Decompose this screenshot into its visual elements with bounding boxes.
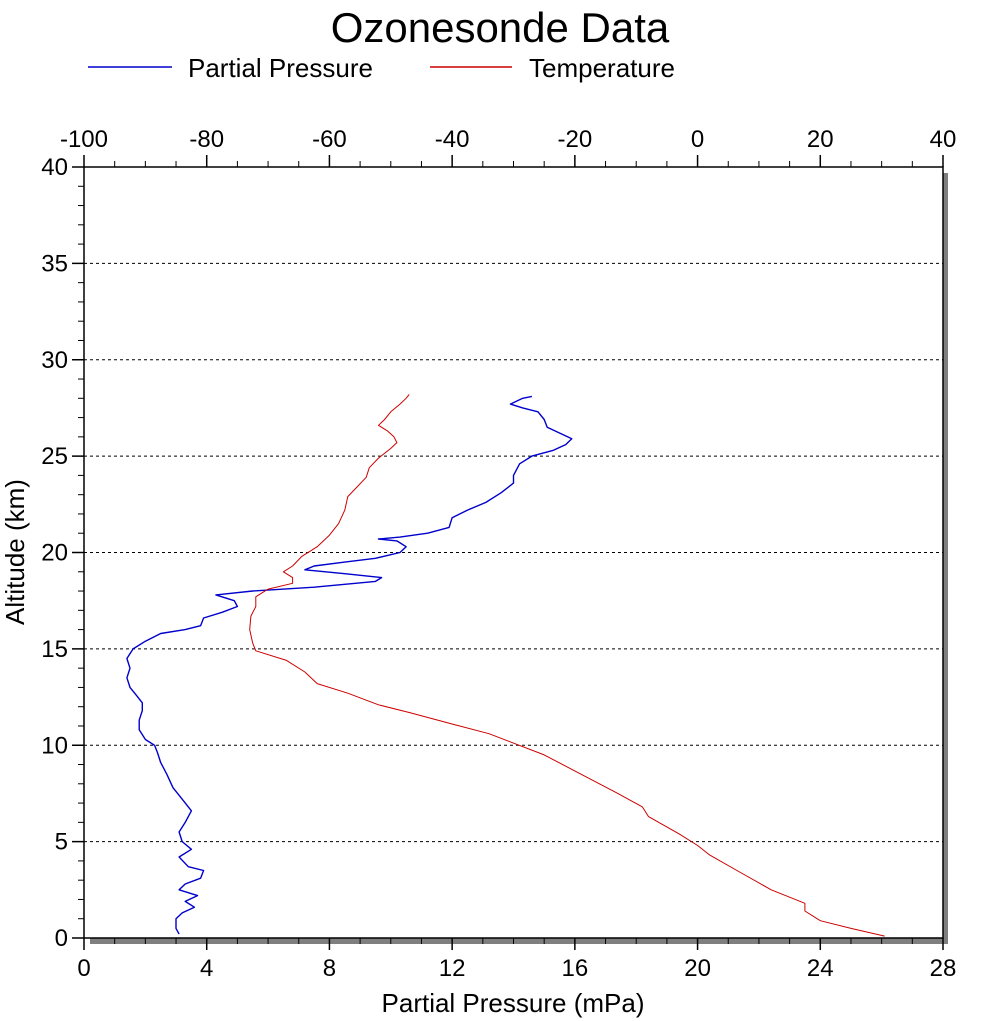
x-bottom-tick-label: 4 bbox=[200, 955, 213, 982]
x-top-tick-label: -100 bbox=[60, 126, 108, 153]
x-top-tick-label: -20 bbox=[558, 126, 593, 153]
y-axis-label: Altitude (km) bbox=[0, 479, 30, 625]
y-tick-label: 10 bbox=[41, 732, 68, 759]
series-line-partial-pressure bbox=[126, 395, 573, 935]
x-top-tick-label: 20 bbox=[807, 126, 834, 153]
x-bottom-tick-label: 16 bbox=[562, 955, 589, 982]
legend: Partial Pressure Temperature bbox=[88, 53, 675, 83]
y-tick-label: 40 bbox=[41, 154, 68, 181]
series-line-temperature bbox=[249, 394, 885, 937]
x-bottom-tick-label: 20 bbox=[684, 955, 711, 982]
x-axis-label: Partial Pressure (mPa) bbox=[382, 988, 645, 1018]
y-tick-label: 30 bbox=[41, 347, 68, 374]
x-bottom-tick-label: 28 bbox=[930, 955, 957, 982]
chart-title: Ozonesonde Data bbox=[331, 4, 670, 51]
series-layer bbox=[126, 394, 885, 937]
y-tick-label: 20 bbox=[41, 540, 68, 567]
y-tick-label: 5 bbox=[55, 829, 68, 856]
x-bottom-tick-label: 0 bbox=[77, 955, 90, 982]
x-top-tick-label: 0 bbox=[691, 126, 704, 153]
x-top-tick-label: -80 bbox=[189, 126, 224, 153]
y-tick-label: 15 bbox=[41, 636, 68, 663]
legend-label-temperature: Temperature bbox=[529, 53, 675, 83]
x-top-tick-label: 40 bbox=[930, 126, 957, 153]
x-top-tick-label: -60 bbox=[312, 126, 347, 153]
x-top-tick-label: -40 bbox=[435, 126, 470, 153]
x-bottom-tick-label: 24 bbox=[807, 955, 834, 982]
grid-lines bbox=[84, 262, 943, 843]
y-tick-label: 25 bbox=[41, 443, 68, 470]
x-bottom-tick-label: 12 bbox=[439, 955, 466, 982]
legend-label-partial-pressure: Partial Pressure bbox=[188, 53, 373, 83]
y-tick-label: 35 bbox=[41, 250, 68, 277]
y-tick-label: 0 bbox=[55, 925, 68, 952]
axes: 0 5 10 15 20 25 30 35 40 0 4 8 12 16 20 24 28 -100 -80 -60 -… bbox=[41, 126, 956, 982]
x-bottom-tick-label: 8 bbox=[323, 955, 336, 982]
